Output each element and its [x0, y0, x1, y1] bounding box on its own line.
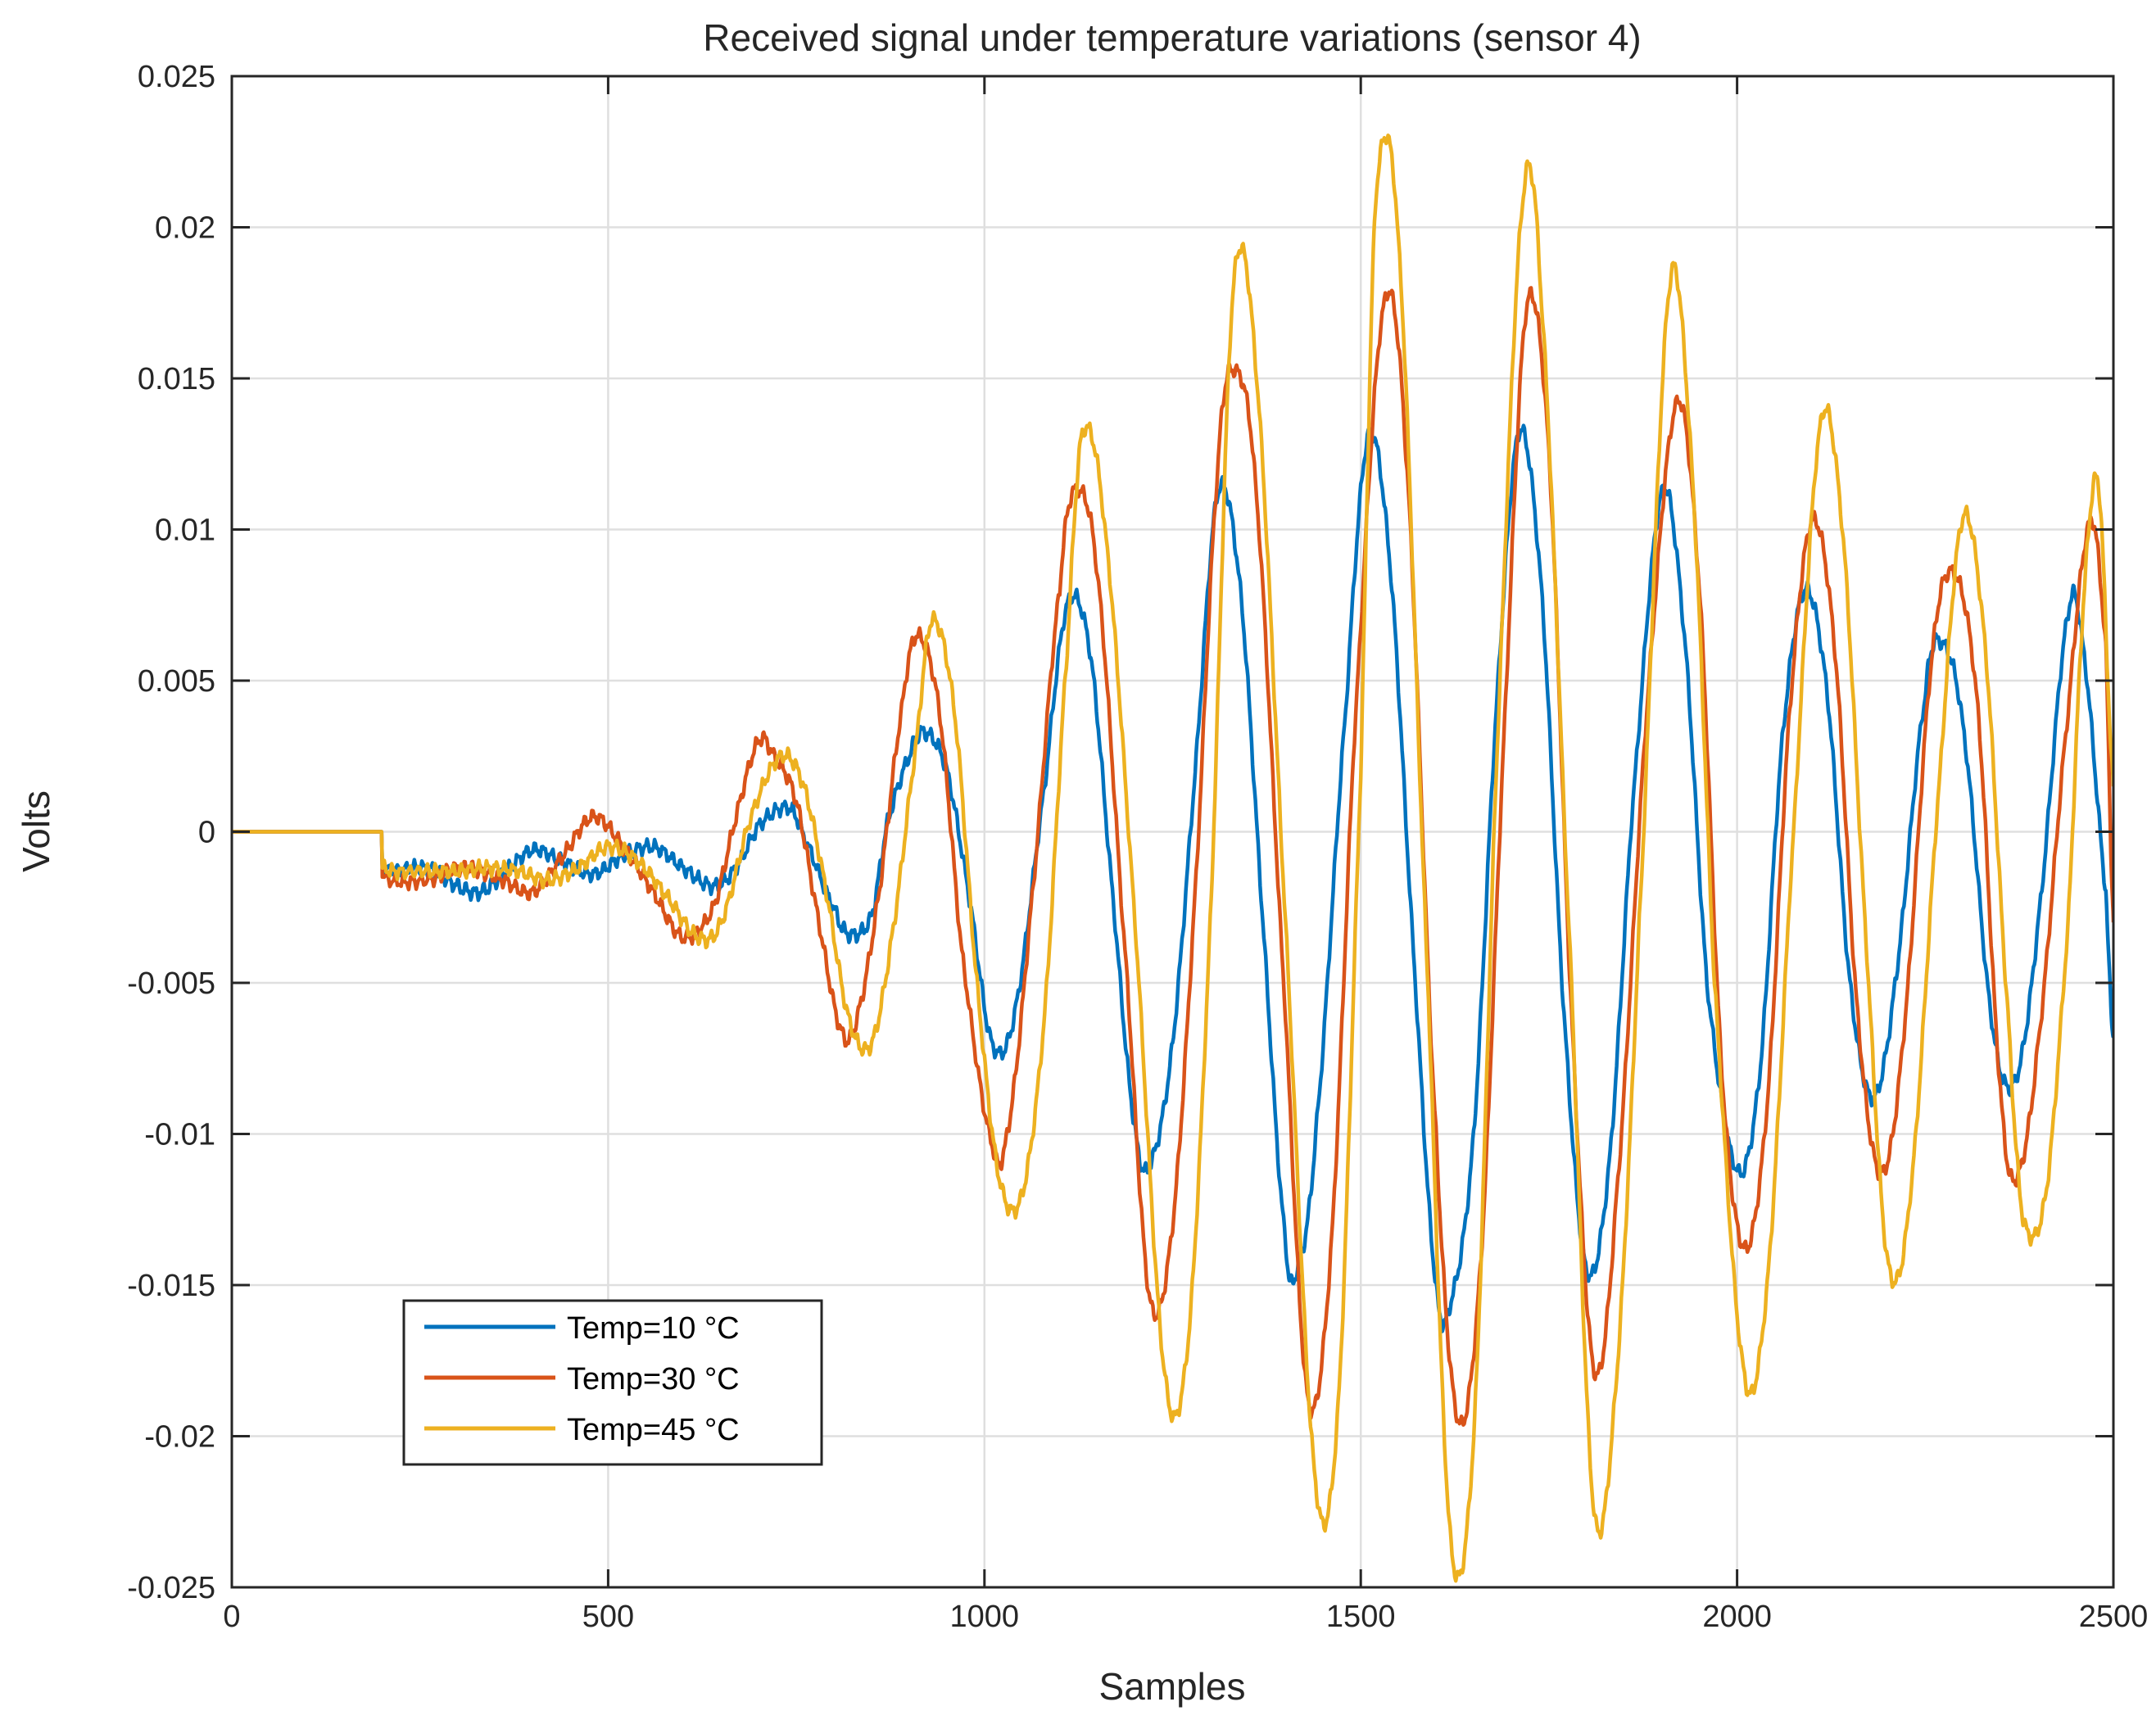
series-layer — [232, 134, 2113, 1583]
x-axis-tick-labels: 0 500 1000 1500 2000 2500 — [223, 1600, 2148, 1634]
legend-label-3: Temp=45 °C — [567, 1413, 740, 1447]
y-tick-label: 0.015 — [138, 362, 215, 396]
chart-title: Received signal under temperature variat… — [703, 16, 1641, 59]
y-tick-label: -0.01 — [144, 1118, 215, 1152]
y-axis-tick-labels: 0.025 0.02 0.015 0.01 0.005 0 -0.005 -0.01 -0.01… — [127, 60, 215, 1605]
y-tick-label: 0.01 — [155, 514, 215, 548]
series-line-1 — [232, 423, 2113, 1333]
y-tick-label: 0.02 — [155, 211, 215, 246]
y-axis-label: Volts — [15, 790, 57, 872]
y-tick-label: 0 — [198, 816, 215, 850]
x-tick-label: 1500 — [1326, 1600, 1396, 1634]
y-axis-ticks — [232, 75, 2113, 1589]
y-tick-label: 0.005 — [138, 664, 215, 699]
x-tick-label: 2500 — [2079, 1600, 2149, 1634]
x-axis-ticks — [230, 76, 2115, 1587]
legend-label-1: Temp=10 °C — [567, 1311, 740, 1346]
x-tick-label: 500 — [582, 1600, 634, 1634]
y-tick-label: 0.025 — [138, 60, 215, 94]
legend: Temp=10 °C Temp=30 °C Temp=45 °C — [402, 1299, 823, 1466]
y-tick-label: -0.025 — [127, 1571, 215, 1605]
y-tick-label: -0.02 — [144, 1420, 215, 1455]
series-line-3 — [232, 134, 2113, 1583]
y-tick-label: -0.015 — [127, 1269, 215, 1303]
x-axis-label: Samples — [1099, 1665, 1246, 1708]
legend-label-2: Temp=30 °C — [567, 1362, 740, 1396]
series-line-2 — [232, 286, 2113, 1427]
x-tick-label: 0 — [223, 1600, 240, 1634]
x-tick-label: 1000 — [950, 1600, 1020, 1634]
x-tick-label: 2000 — [1702, 1600, 1772, 1634]
y-tick-label: -0.005 — [127, 966, 215, 1001]
